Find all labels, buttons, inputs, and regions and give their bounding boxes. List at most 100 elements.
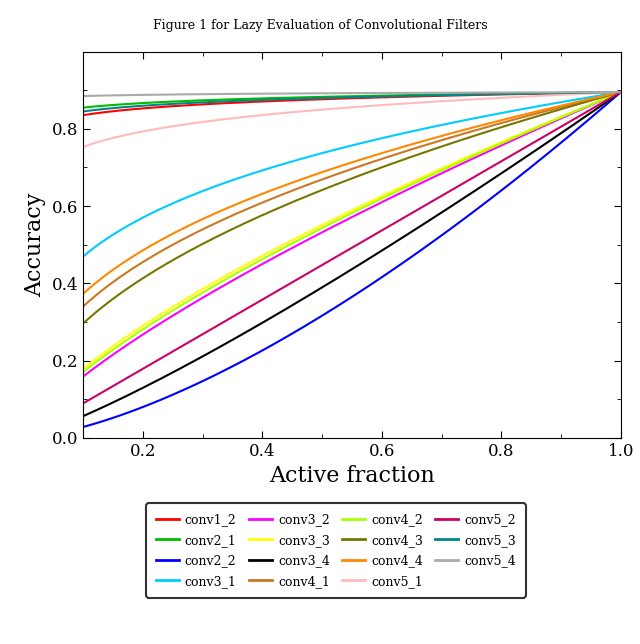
conv1_2 — [297, 96, 305, 104]
conv5_3 — [617, 88, 625, 96]
conv5_2 — [134, 368, 142, 375]
conv3_4 — [316, 285, 324, 292]
conv4_1 — [316, 176, 324, 184]
conv5_1 — [617, 88, 625, 96]
conv5_4 — [508, 89, 516, 97]
conv3_2 — [617, 88, 625, 96]
conv2_2 — [316, 313, 324, 321]
conv5_3 — [79, 108, 87, 115]
conv1_2 — [617, 88, 625, 96]
conv4_3 — [79, 319, 87, 327]
Line: conv5_2: conv5_2 — [83, 92, 621, 403]
conv5_3 — [134, 102, 142, 110]
conv4_1 — [508, 116, 516, 124]
conv2_1 — [499, 90, 506, 97]
conv3_1 — [508, 107, 516, 115]
conv4_2 — [316, 225, 324, 233]
conv5_1 — [449, 97, 456, 104]
conv3_1 — [316, 150, 324, 158]
conv5_2 — [499, 156, 506, 164]
conv4_1 — [617, 88, 625, 96]
conv3_2 — [134, 334, 142, 341]
conv5_1 — [316, 106, 324, 113]
conv3_3 — [617, 88, 625, 96]
conv4_4 — [449, 129, 456, 137]
conv3_2 — [449, 164, 456, 172]
conv3_1 — [449, 119, 456, 127]
conv5_1 — [297, 108, 305, 115]
conv5_1 — [79, 143, 87, 151]
conv3_2 — [316, 229, 324, 237]
Line: conv5_1: conv5_1 — [83, 92, 621, 147]
Line: conv3_4: conv3_4 — [83, 92, 621, 416]
Line: conv4_1: conv4_1 — [83, 92, 621, 307]
conv2_2 — [297, 325, 305, 332]
Line: conv3_3: conv3_3 — [83, 92, 621, 369]
conv3_4 — [134, 386, 142, 394]
conv3_3 — [316, 222, 324, 230]
Legend: conv1_2, conv2_1, conv2_2, conv3_1, conv3_2, conv3_3, conv3_4, conv4_1, conv4_2,: conv1_2, conv2_1, conv2_2, conv3_1, conv… — [146, 504, 526, 598]
conv4_4 — [499, 116, 506, 124]
conv5_4 — [79, 92, 87, 100]
X-axis label: Active fraction: Active fraction — [269, 466, 435, 488]
conv4_2 — [297, 235, 305, 243]
conv4_4 — [617, 88, 625, 96]
conv5_1 — [508, 93, 516, 101]
conv4_1 — [79, 303, 87, 310]
conv4_1 — [134, 261, 142, 269]
conv4_2 — [508, 135, 516, 142]
conv4_1 — [449, 133, 456, 141]
conv5_4 — [134, 91, 142, 99]
conv3_4 — [449, 202, 456, 209]
Line: conv4_3: conv4_3 — [83, 92, 621, 323]
conv3_4 — [79, 412, 87, 420]
conv4_2 — [499, 139, 506, 147]
conv4_2 — [79, 368, 87, 376]
conv2_2 — [79, 423, 87, 431]
conv3_4 — [499, 169, 506, 176]
conv4_3 — [449, 139, 456, 147]
conv5_2 — [617, 88, 625, 96]
conv4_3 — [316, 187, 324, 194]
conv3_4 — [297, 296, 305, 304]
conv2_2 — [499, 185, 506, 193]
conv1_2 — [499, 91, 506, 99]
conv2_1 — [134, 99, 142, 107]
conv3_1 — [617, 88, 625, 96]
Text: Figure 1 for Lazy Evaluation of Convolutional Filters: Figure 1 for Lazy Evaluation of Convolut… — [153, 19, 487, 32]
conv1_2 — [134, 105, 142, 113]
conv3_1 — [499, 109, 506, 117]
conv5_2 — [79, 399, 87, 407]
conv4_3 — [617, 88, 625, 96]
conv3_2 — [79, 373, 87, 381]
conv5_2 — [297, 274, 305, 281]
conv3_1 — [79, 252, 87, 260]
conv4_1 — [499, 119, 506, 127]
conv5_3 — [297, 95, 305, 102]
conv2_2 — [508, 178, 516, 186]
conv4_4 — [297, 176, 305, 184]
conv4_1 — [297, 184, 305, 191]
conv1_2 — [79, 111, 87, 119]
conv5_3 — [499, 90, 506, 98]
conv4_3 — [134, 278, 142, 285]
conv4_2 — [617, 88, 625, 96]
Y-axis label: Accuracy: Accuracy — [24, 193, 46, 297]
conv3_3 — [508, 133, 516, 141]
conv2_1 — [297, 93, 305, 101]
conv4_3 — [508, 120, 516, 128]
conv3_1 — [134, 216, 142, 224]
conv3_2 — [508, 137, 516, 144]
conv2_1 — [449, 91, 456, 99]
Line: conv2_1: conv2_1 — [83, 92, 621, 108]
conv4_2 — [449, 162, 456, 169]
conv4_4 — [508, 113, 516, 121]
conv2_2 — [449, 223, 456, 231]
conv1_2 — [449, 91, 456, 99]
Line: conv2_2: conv2_2 — [83, 92, 621, 427]
conv3_3 — [297, 232, 305, 240]
Line: conv1_2: conv1_2 — [83, 92, 621, 115]
conv5_3 — [449, 91, 456, 99]
conv5_4 — [617, 88, 625, 96]
conv3_3 — [449, 160, 456, 167]
